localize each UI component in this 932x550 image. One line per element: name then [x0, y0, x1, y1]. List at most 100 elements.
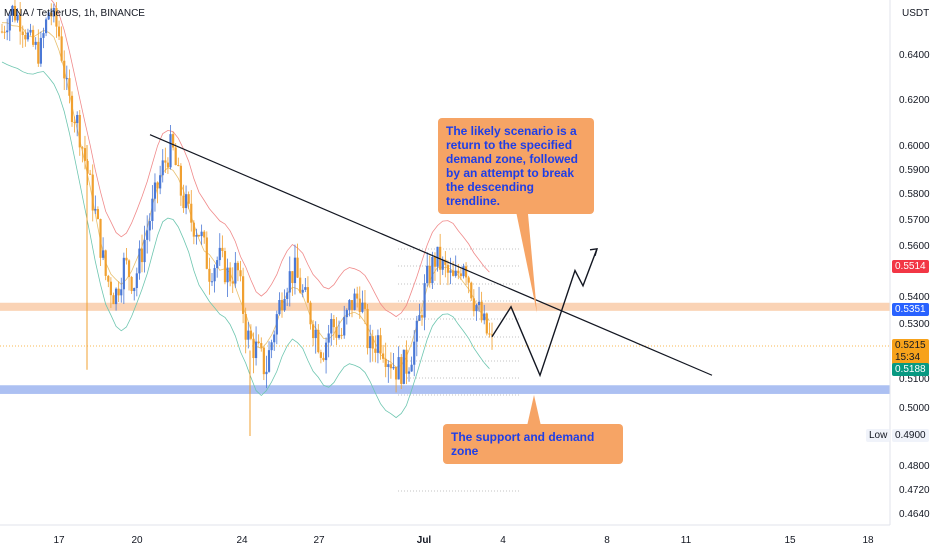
- scenario-note[interactable]: The likely scenario is a return to the s…: [438, 118, 594, 214]
- candle-body: [32, 29, 35, 45]
- candle-body: [122, 257, 125, 290]
- support-note[interactable]: The support and demand zone: [443, 424, 623, 464]
- candle-body: [39, 37, 42, 64]
- y-tick-label: 0.4800: [899, 461, 930, 472]
- candle-body: [426, 265, 429, 284]
- time-axis[interactable]: 17 20 24 27 Jul 4 8 11 15 18: [53, 535, 874, 546]
- candle-body: [203, 231, 206, 238]
- candle-body: [120, 289, 123, 296]
- candle-body: [179, 165, 182, 196]
- candle-body: [464, 266, 468, 278]
- countdown: 15:34: [895, 352, 921, 363]
- candle-body: [205, 237, 208, 269]
- candle-body: [283, 299, 286, 311]
- candle-body: [135, 273, 138, 289]
- candle-body: [387, 364, 390, 367]
- candle-body: [319, 352, 322, 358]
- candle-body: [47, 12, 50, 20]
- candle-body: [340, 334, 343, 336]
- candle-body: [102, 250, 105, 258]
- candle-body: [146, 230, 149, 240]
- candle-body: [50, 12, 53, 17]
- candle-body: [299, 277, 302, 293]
- candle-body: [184, 194, 188, 209]
- current-price: 0.5215: [895, 340, 926, 351]
- candles: [0, 0, 494, 436]
- candle-body: [382, 353, 385, 359]
- candle-body: [55, 8, 58, 27]
- candle-body: [436, 246, 439, 267]
- candle-body: [169, 134, 172, 168]
- candle-body: [348, 300, 351, 310]
- candle-body: [195, 235, 198, 237]
- candle-body: [68, 78, 71, 96]
- candle-body: [19, 14, 22, 32]
- candle-body: [166, 162, 170, 168]
- candle-body: [433, 257, 437, 267]
- candle-body: [306, 287, 310, 303]
- candle-body: [457, 270, 460, 274]
- candle-body: [304, 287, 307, 290]
- candle-body: [376, 335, 380, 353]
- candle-body: [182, 195, 185, 209]
- candle-body: [413, 341, 416, 365]
- low-value: 0.4900: [892, 429, 929, 442]
- candle-body: [280, 300, 284, 311]
- y-tick-label: 0.5700: [899, 215, 930, 226]
- y-tick-label: 0.5100: [899, 374, 930, 385]
- x-tick-label: 24: [236, 535, 248, 546]
- descending-trendline[interactable]: [149, 134, 713, 376]
- candle-body: [114, 288, 118, 305]
- projection-path[interactable]: [491, 248, 598, 378]
- candle-body: [249, 330, 252, 339]
- candle-body: [244, 313, 247, 340]
- candle-body: [8, 15, 11, 31]
- x-tick-label: 8: [604, 535, 610, 546]
- y-tick-label: 0.5000: [899, 403, 930, 414]
- candle-body: [242, 276, 245, 314]
- candle-body: [6, 30, 9, 33]
- candle-body: [358, 298, 361, 312]
- candle-body: [389, 364, 392, 369]
- candle-body: [332, 318, 335, 328]
- x-tick-label: 27: [313, 535, 325, 546]
- candle-body: [210, 281, 214, 283]
- x-tick-label: 17: [53, 535, 65, 546]
- candle-body: [83, 148, 87, 161]
- candle-body: [418, 315, 421, 321]
- price-axis[interactable]: 0.6400 0.6200 0.6000 0.5900 0.5800 0.5700 0.56…: [899, 50, 930, 520]
- candle-body: [392, 366, 395, 369]
- candle-body: [37, 41, 40, 64]
- candle-body: [148, 221, 151, 231]
- x-tick-label: Jul: [417, 535, 432, 546]
- candle-body: [371, 336, 374, 349]
- candle-body: [441, 259, 444, 270]
- candle-body: [197, 235, 201, 237]
- candle-body: [324, 342, 328, 361]
- candle-body: [34, 41, 37, 45]
- x-tick-label: 11: [681, 535, 692, 546]
- candle-body: [379, 335, 382, 354]
- candle-body: [91, 174, 94, 211]
- candle-body: [89, 173, 92, 175]
- candle-body: [213, 268, 216, 282]
- candle-body: [3, 31, 6, 33]
- drawings: [149, 134, 713, 426]
- candle-body: [73, 121, 76, 124]
- candle-body: [309, 302, 312, 325]
- chart-title: MINA / TetherUS, 1h, BINANCE: [4, 8, 145, 19]
- y-tick-label: 0.5800: [899, 189, 930, 200]
- candle-body: [483, 313, 486, 321]
- candle-body: [99, 218, 102, 258]
- candle-body: [475, 305, 478, 312]
- candle-body: [462, 266, 465, 277]
- candle-body: [485, 313, 488, 334]
- candle-body: [317, 329, 320, 353]
- y-tick-label: 0.5400: [899, 292, 930, 303]
- y-tick-label: 0.4720: [899, 485, 930, 496]
- price-tag-red: 0.5514: [892, 260, 929, 273]
- candle-body: [151, 198, 154, 222]
- candle-body: [330, 318, 333, 334]
- candle-body: [423, 283, 426, 318]
